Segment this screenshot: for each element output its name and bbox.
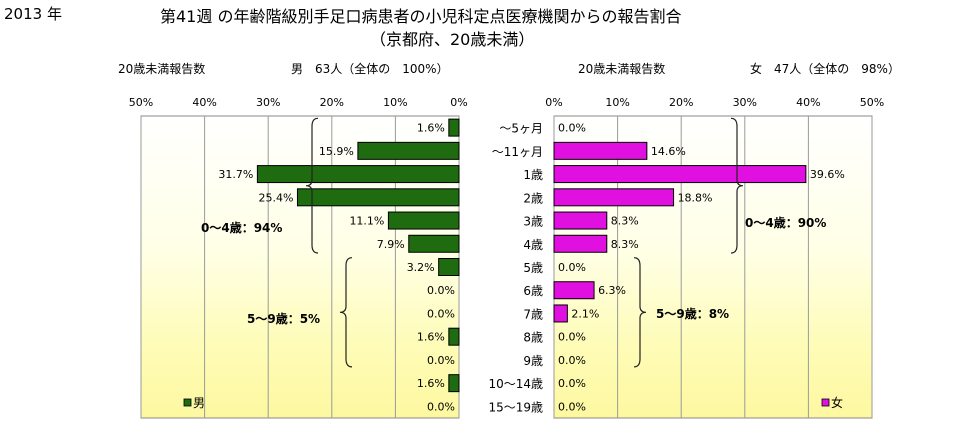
female-value-label: 0.0% [558,261,586,274]
male-x-tick-label: 20% [320,96,344,109]
female-bar [553,281,595,300]
male-value-label: 1.6% [417,377,445,390]
female-value-label: 0.0% [558,400,586,413]
female-x-tick-label: 20% [669,96,693,109]
female-value-label: 0.0% [558,122,586,135]
male-bar [438,258,460,276]
male-value-label: 3.2% [407,261,435,274]
category-label: 10～14歳 [488,377,543,391]
male-value-label: 0.0% [427,354,455,367]
female-value-label: 0.0% [558,377,586,390]
female-value-label: 6.3% [598,284,626,297]
male-bar [296,188,460,207]
category-label: 3歳 [523,215,543,229]
female-bar [553,165,807,184]
male-value-label: 7.9% [377,238,405,251]
female-bracket-0-4 [730,117,744,254]
male-bracket-0-4 [305,117,319,254]
category-label: 7歳 [523,307,543,321]
female-value-label: 0.0% [558,331,586,344]
male-x-tick-label: 0% [450,96,467,109]
female-bar [553,188,675,207]
male-value-label: 0.0% [427,284,455,297]
category-label: 2歳 [523,191,543,205]
male-subtitle-left: 20歳未満報告数 [118,62,206,76]
male-x-tick-label: 30% [256,96,280,109]
category-label: 8歳 [523,331,543,345]
male-group-0-4-label: 0～4歳：94% [201,220,282,235]
female-value-label: 0.0% [558,354,586,367]
male-value-label: 1.6% [417,122,445,135]
female-legend-swatch [821,398,830,407]
female-legend-label: 女 [831,395,843,410]
female-bar [553,304,568,323]
male-bar [256,165,460,184]
female-x-tick-label: 10% [605,96,629,109]
female-value-label: 8.3% [611,215,639,228]
male-subtitle-right: 男 63人（全体の 100%） [291,62,449,76]
female-bracket-5-9 [633,257,647,368]
female-subtitle-left: 20歳未満報告数 [578,62,666,76]
female-x-tick-label: 30% [733,96,757,109]
male-x-tick-label: 40% [192,96,216,109]
category-label: ～11ヶ月 [492,145,543,159]
category-label: 15～19歳 [488,400,543,414]
male-legend-label: 男 [193,396,205,410]
female-value-label: 8.3% [611,238,639,251]
female-value-label: 39.6% [810,168,845,181]
male-value-label: 1.6% [417,331,445,344]
category-label: ～5ヶ月 [499,122,543,136]
male-value-label: 0.0% [427,307,455,320]
male-bar [408,234,460,253]
male-value-label: 11.1% [349,215,384,228]
male-bar [448,374,460,393]
male-x-tick-label: 50% [129,96,153,109]
category-label: 6歳 [523,284,543,298]
male-value-label: 0.0% [427,400,455,413]
male-x-tick-label: 10% [383,96,407,109]
male-legend-swatch [183,398,192,407]
female-x-tick-label: 50% [860,96,884,109]
female-value-label: 18.8% [678,191,713,204]
category-label: 9歳 [523,354,543,368]
male-value-label: 15.9% [319,145,354,158]
female-group-5-9-label: 5～9歳：8% [656,306,729,321]
male-bar [448,327,460,346]
female-value-label: 14.6% [651,145,686,158]
category-label: 4歳 [523,238,543,252]
female-x-tick-label: 0% [545,96,562,109]
female-subtitle-right: 女 47人（全体の 98%） [750,62,900,76]
category-label: 5歳 [523,261,543,275]
male-value-label: 25.4% [259,191,294,204]
male-bar [448,118,460,137]
category-label: 1歳 [523,168,543,182]
female-bar [553,234,608,253]
male-value-label: 31.7% [218,168,253,181]
female-group-0-4-label: 0～4歳：90% [745,215,826,230]
male-group-5-9-label: 5～9歳：5% [247,311,320,326]
female-plot-area [553,115,873,419]
male-bar [387,211,460,230]
male-bar [357,141,460,160]
female-bar [553,141,648,160]
female-value-label: 2.1% [571,307,599,320]
year-label: 2013 年 [4,5,62,23]
female-bar [553,211,608,230]
female-x-tick-label: 40% [796,96,820,109]
male-bracket-5-9 [339,257,353,368]
chart-subtitle: （京都府、20歳未満） [370,30,535,49]
chart-title: 第41週 の年齢階級別手足口病患者の小児科定点医療機関からの報告割合 [160,7,682,26]
